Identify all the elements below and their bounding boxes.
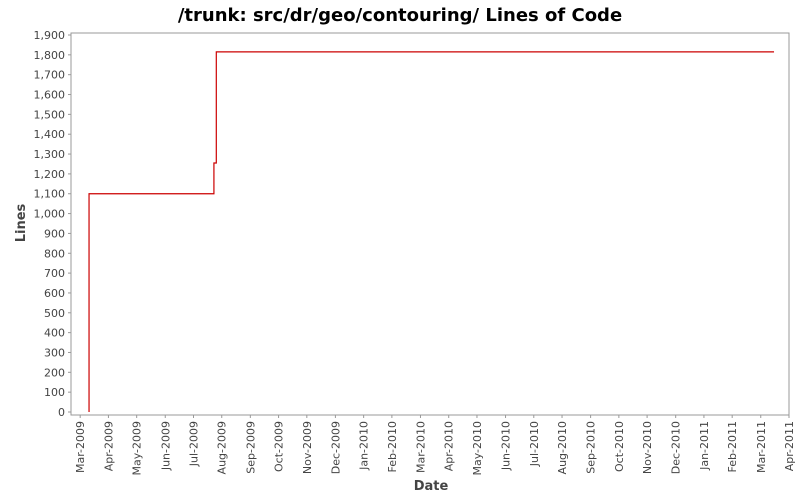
x-tick-label: May-2009	[131, 421, 144, 476]
x-tick-label: Mar-2010	[414, 421, 427, 473]
y-tick-label: 1,500	[34, 108, 66, 121]
y-tick-label: 1,000	[34, 208, 66, 221]
x-tick-label: Nov-2010	[641, 421, 654, 474]
x-tick-label: Apr-2009	[102, 421, 115, 471]
x-tick-label: Nov-2009	[301, 421, 314, 474]
x-tick-label: Sep-2009	[244, 421, 257, 474]
x-tick-label: Mar-2011	[755, 421, 768, 473]
x-tick-label: Apr-2010	[443, 421, 456, 471]
y-tick-label: 1,200	[34, 168, 66, 181]
x-tick-label: Oct-2010	[613, 421, 626, 472]
x-tick-label: Jun-2009	[159, 421, 172, 471]
y-tick-label: 1,400	[34, 128, 66, 141]
x-tick-label: Mar-2009	[74, 421, 87, 473]
x-tick-label: Feb-2011	[726, 421, 739, 472]
y-tick-label: 1,300	[34, 148, 66, 161]
x-tick-label: Jan-2010	[358, 421, 371, 471]
x-tick-label: Jul-2010	[528, 421, 541, 467]
x-tick-label: Jun-2010	[500, 421, 513, 471]
y-tick-label: 300	[44, 346, 65, 359]
x-tick-label: May-2010	[471, 421, 484, 476]
y-tick-label: 100	[44, 386, 65, 399]
y-tick-label: 0	[58, 406, 65, 419]
y-tick-label: 500	[44, 307, 65, 320]
y-tick-label: 1,900	[34, 29, 66, 42]
y-tick-label: 700	[44, 267, 65, 280]
y-tick-label: 800	[44, 247, 65, 260]
y-tick-label: 200	[44, 366, 65, 379]
y-tick-label: 1,600	[34, 89, 66, 102]
x-tick-label: Aug-2009	[216, 421, 229, 474]
x-tick-label: Aug-2010	[556, 421, 569, 474]
x-tick-label: Jan-2011	[698, 421, 711, 471]
x-tick-label: Dec-2010	[670, 421, 683, 474]
x-tick-label: Feb-2010	[386, 421, 399, 472]
x-tick-label: Jul-2009	[188, 421, 201, 467]
y-tick-label: 600	[44, 287, 65, 300]
chart-title: /trunk: src/dr/geo/contouring/ Lines of …	[178, 5, 622, 26]
y-tick-label: 1,700	[34, 69, 66, 82]
line	[88, 51, 775, 412]
y-tick-label: 1,100	[34, 188, 66, 201]
x-tick-label: Apr-2011	[783, 421, 796, 471]
y-axis-label: Lines	[14, 203, 29, 242]
x-tick-label: Dec-2009	[329, 421, 342, 474]
x-tick-label: Oct-2009	[273, 421, 286, 472]
y-tick-label: 400	[44, 327, 65, 340]
y-tick-label: 900	[44, 227, 65, 240]
x-axis-label: Date	[414, 479, 449, 494]
x-tick-label: Sep-2010	[585, 421, 598, 474]
plot-frame	[70, 32, 790, 416]
y-tick-label: 1,800	[34, 49, 66, 62]
